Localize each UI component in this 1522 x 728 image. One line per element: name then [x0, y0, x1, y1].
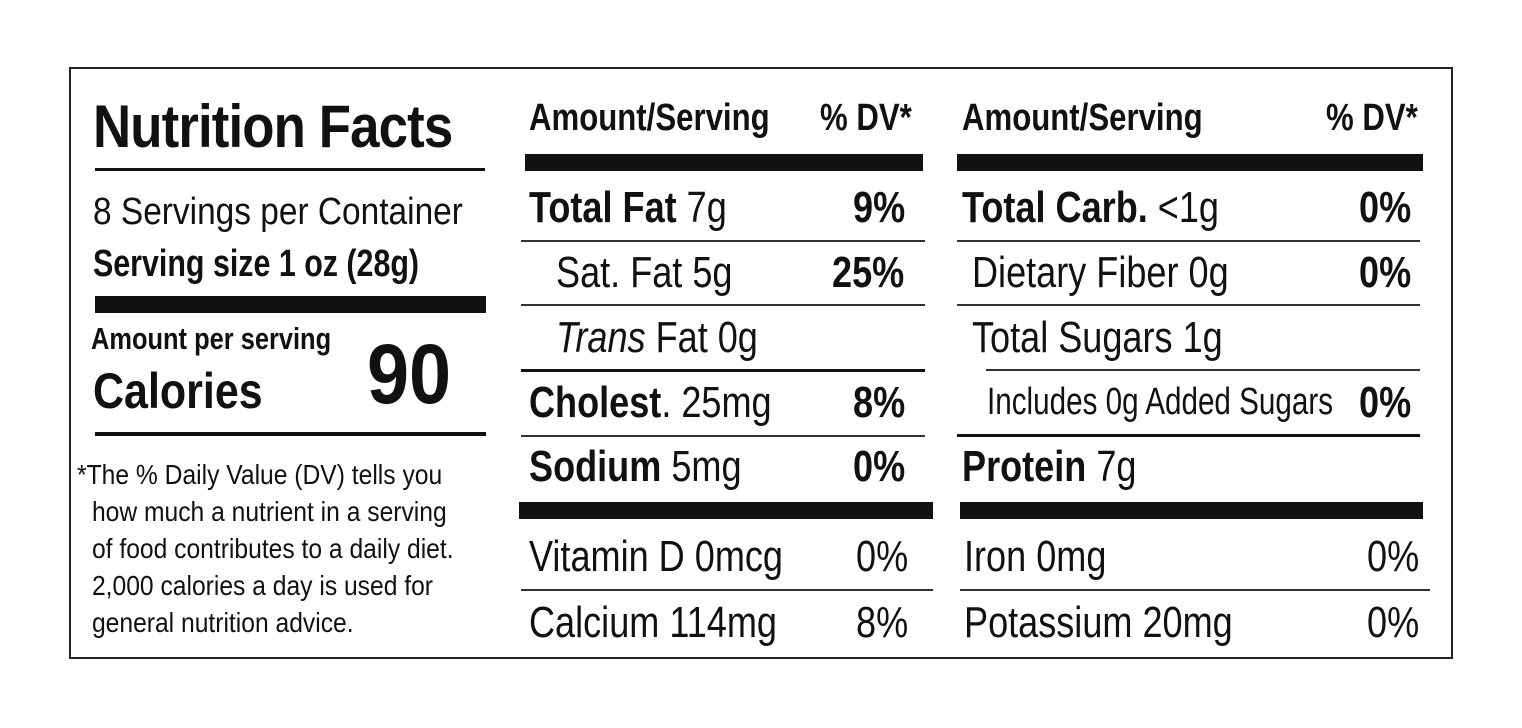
row-divider	[957, 304, 1420, 306]
row-divider	[960, 589, 1430, 591]
total-carb-label: Total Carb.	[962, 183, 1148, 232]
iron-label: Iron 0mg	[964, 532, 1107, 581]
serving-size: Serving size 1 oz (28g)	[93, 243, 420, 285]
vitamins-thick-rule	[519, 502, 933, 519]
sodium-label: Sodium	[529, 442, 662, 491]
row-divider	[521, 304, 925, 306]
calories-label: Calories	[93, 363, 263, 419]
trans-fat-italic-label: Trans	[556, 313, 646, 362]
calcium-dv: 8%	[856, 598, 909, 647]
footnote-line: how much a nutrient in a serving	[91, 496, 447, 527]
total-fat-row: Total Fat 7g	[529, 183, 770, 233]
nutrition-facts-title: Nutrition Facts	[93, 93, 453, 160]
servings-per-container: 8 Servings per Container	[93, 191, 463, 233]
calories-value: 90	[367, 327, 452, 421]
vitamin-d-label: Vitamin D 0mcg	[529, 532, 783, 581]
row-divider	[521, 435, 925, 437]
total-fat-dv: 9%	[853, 183, 906, 232]
cholesterol-row: Cholest. 25mg	[529, 378, 825, 428]
col2-header-rule	[957, 154, 1423, 171]
protein-row: Protein 7g	[962, 442, 1175, 492]
added-sugars-label: Includes 0g Added Sugars	[987, 381, 1334, 423]
trans-fat-row: Trans Fat 0g	[556, 313, 802, 363]
total-fat-amount: 7g	[686, 183, 727, 232]
nutrition-label-panel	[69, 67, 1453, 659]
vitamin-d-dv: 0%	[856, 532, 909, 581]
col1-header-dv: % DV*	[820, 97, 912, 139]
cholesterol-amount: . 25mg	[661, 378, 772, 427]
protein-amount: 7g	[1096, 442, 1137, 491]
row-divider	[521, 369, 925, 372]
total-fat-label: Total Fat	[529, 183, 677, 232]
calcium-label: Calcium 114mg	[529, 598, 777, 647]
col2-header-amount: Amount/Serving	[962, 97, 1203, 139]
row-divider	[957, 240, 1420, 242]
trans-fat-amount: Fat 0g	[655, 313, 758, 362]
potassium-dv: 0%	[1367, 598, 1420, 647]
row-divider	[986, 369, 1420, 371]
total-carb-dv: 0%	[1359, 183, 1412, 232]
sat-fat-label: Sat. Fat 5g	[556, 248, 733, 297]
amount-per-serving: Amount per serving	[91, 321, 332, 356]
calories-divider	[95, 432, 486, 436]
row-divider	[521, 589, 933, 591]
total-carb-row: Total Carb. <1g	[962, 183, 1275, 233]
row-divider	[957, 434, 1420, 437]
potassium-label: Potassium 20mg	[964, 598, 1233, 647]
footnote-line: 2,000 calories a day is used for	[91, 570, 434, 601]
dietary-fiber-label: Dietary Fiber 0g	[972, 248, 1229, 297]
sodium-row: Sodium 5mg	[529, 442, 788, 492]
total-sugars-label: Total Sugars 1g	[972, 313, 1223, 362]
col1-header-amount: Amount/Serving	[529, 97, 770, 139]
iron-dv: 0%	[1367, 532, 1420, 581]
footnote-line: of food contributes to a daily diet.	[91, 533, 454, 564]
added-sugars-dv: 0%	[1359, 378, 1412, 427]
footnote-line: *The % Daily Value (DV) tells you	[77, 459, 443, 490]
sat-fat-dv: 25%	[832, 248, 905, 297]
row-divider	[521, 240, 925, 242]
col1-header-rule	[525, 154, 923, 171]
title-divider	[95, 168, 485, 171]
sodium-amount: 5mg	[671, 442, 742, 491]
footnote-line: general nutrition advice.	[91, 607, 354, 638]
protein-label: Protein	[962, 442, 1087, 491]
sodium-dv: 0%	[853, 442, 906, 491]
dietary-fiber-dv: 0%	[1359, 248, 1412, 297]
daily-value-footnote: *The % Daily Value (DV) tells you how mu…	[77, 456, 505, 641]
cholesterol-dv: 8%	[853, 378, 906, 427]
total-carb-amount: <1g	[1157, 183, 1219, 232]
cholesterol-label: Cholest	[529, 378, 662, 427]
minerals-thick-rule	[960, 502, 1423, 519]
col2-header-dv: % DV*	[1326, 97, 1418, 139]
serving-size-thick-rule	[95, 296, 486, 313]
